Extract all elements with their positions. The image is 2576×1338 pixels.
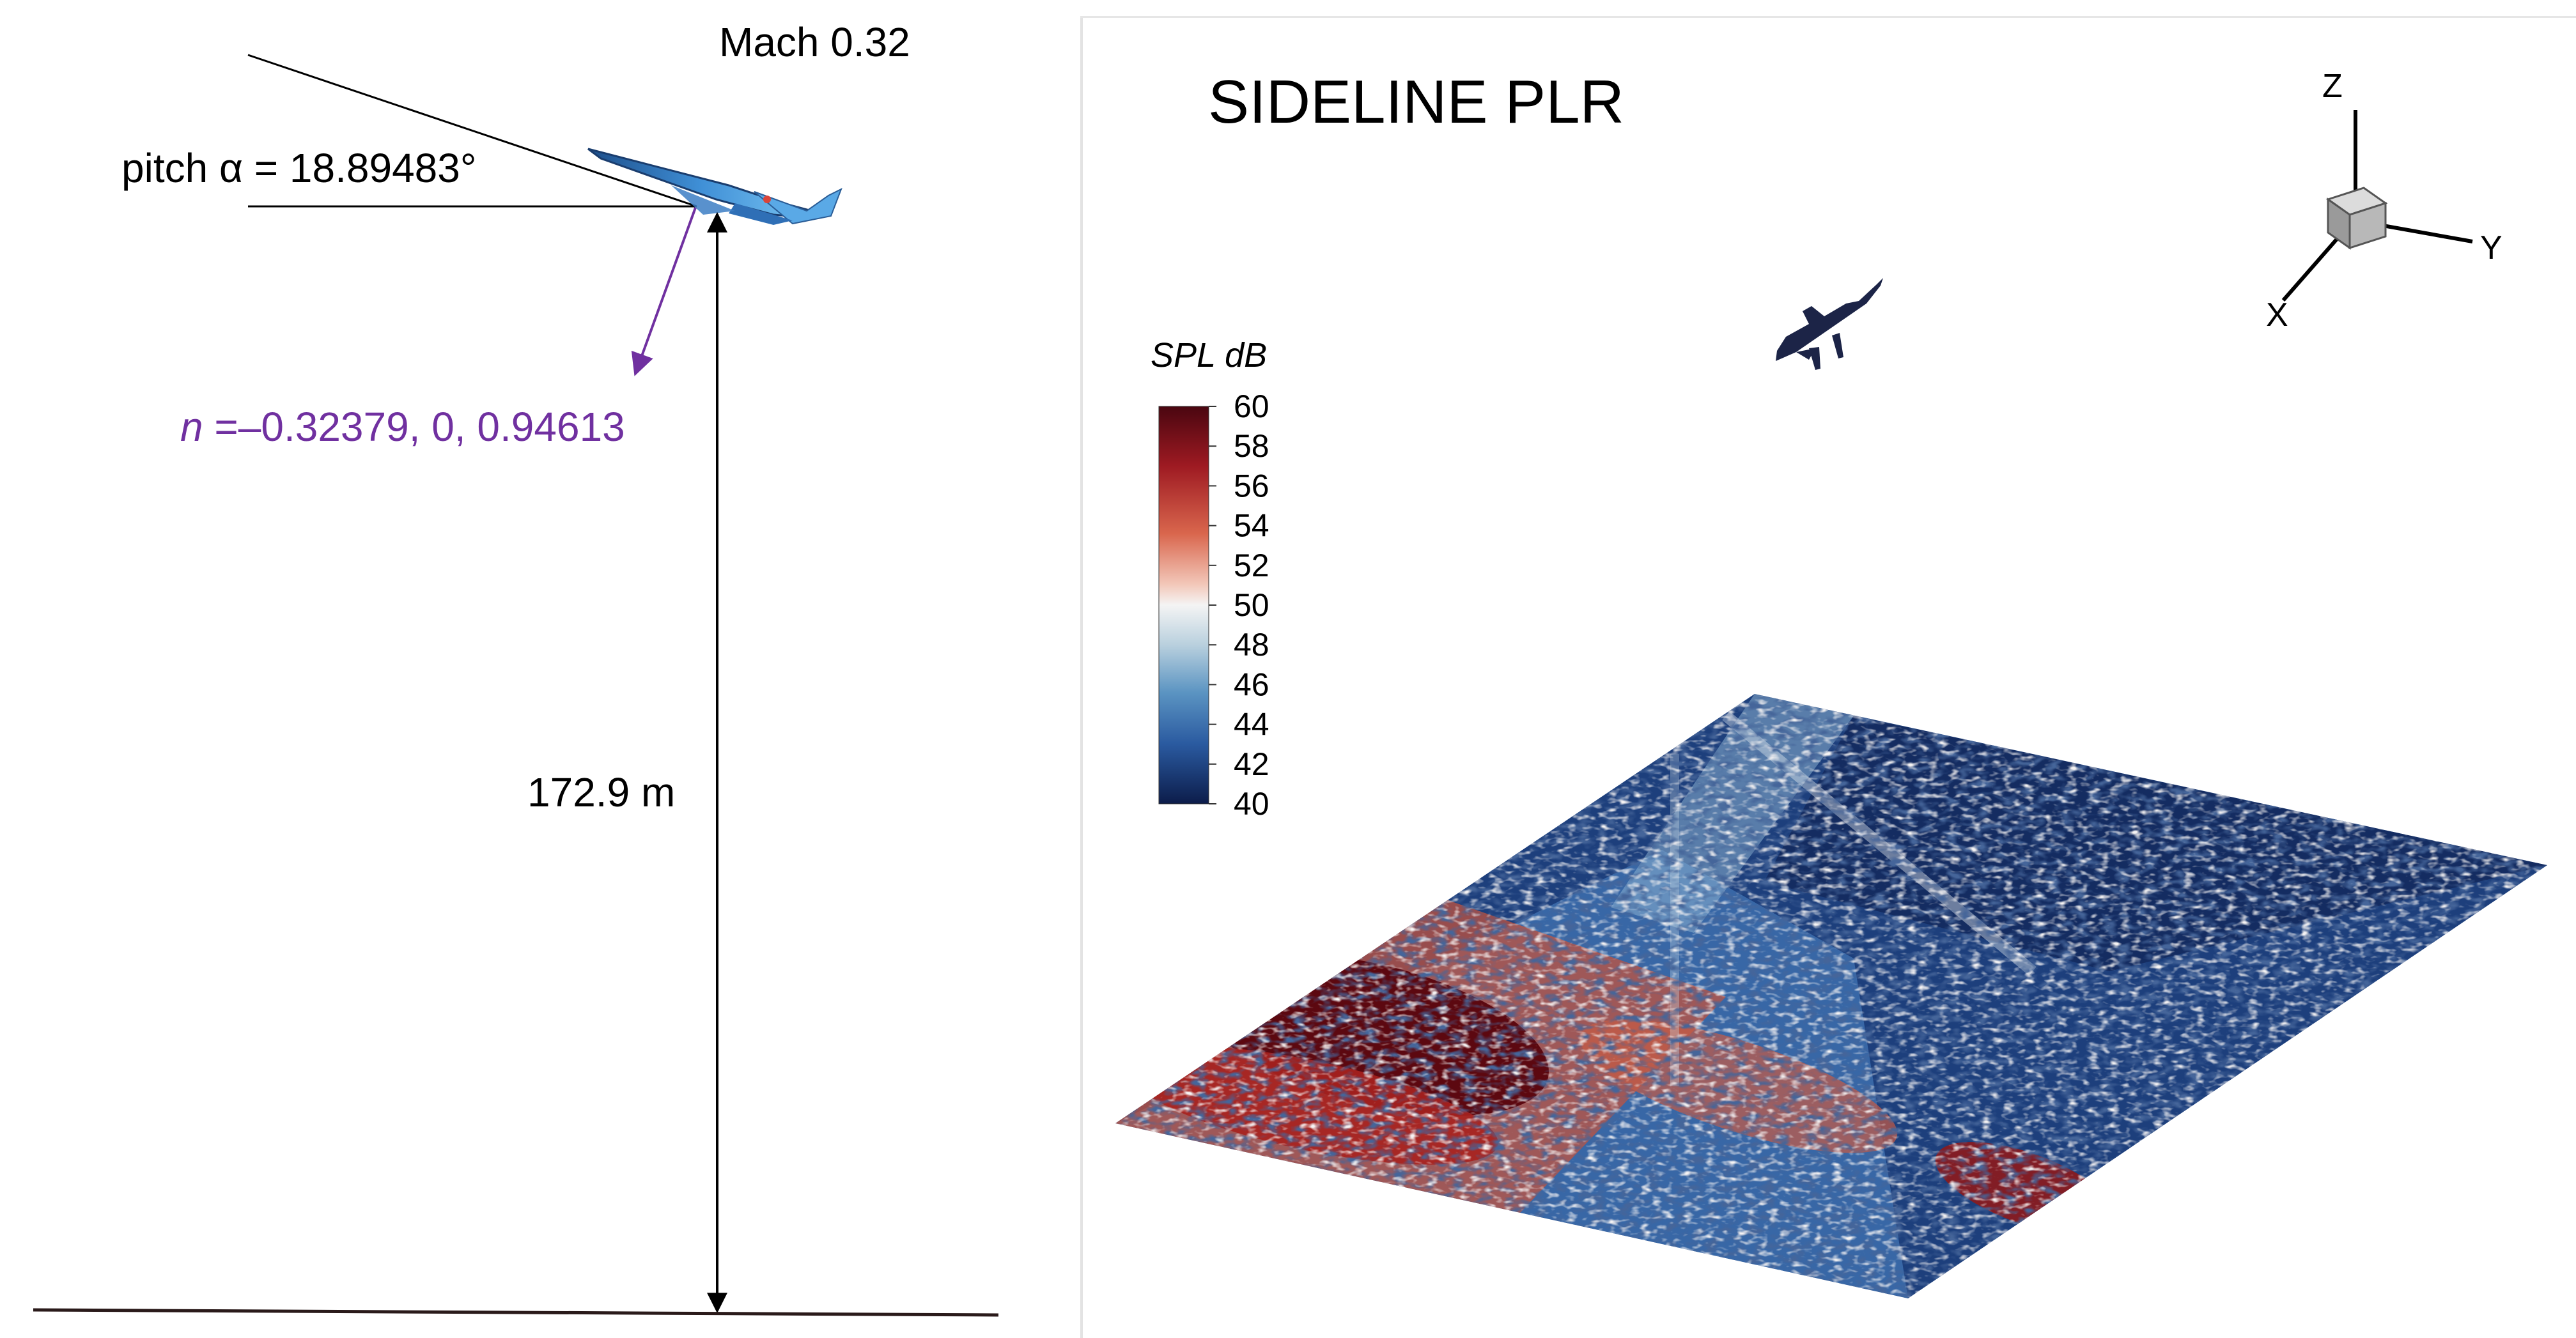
colorbar-tick-label: 42 — [1234, 746, 1269, 782]
panel-divider — [1080, 16, 1083, 1338]
panel-top-border — [1080, 16, 2576, 18]
flight-path-line — [247, 54, 697, 208]
colorbar-tick-label: 56 — [1234, 468, 1269, 504]
colorbar — [1158, 406, 1209, 804]
aircraft-top-view-icon — [1776, 278, 1883, 370]
aircraft-side-view-icon — [587, 148, 842, 225]
normal-vector-label: n =–0.32379, 0, 0.94613 — [180, 404, 625, 450]
colorbar-tick-label: 54 — [1234, 508, 1269, 544]
left-panel: Mach 0.32 pitch α = 18.89483° n =–0.3237… — [33, 19, 999, 1317]
colorbar-tick-label: 44 — [1234, 707, 1269, 742]
spl-ground-plane — [1115, 694, 2547, 1298]
triad-cube-icon — [2325, 187, 2388, 250]
x-axis-label: X — [2266, 296, 2288, 334]
colorbar-tick-label: 50 — [1234, 587, 1269, 623]
colorbar-tick-label: 52 — [1234, 548, 1269, 583]
right-panel-title: SIDELINE PLR — [1208, 68, 1624, 136]
ground-line — [33, 1308, 999, 1317]
colorbar-tick-label: 46 — [1234, 666, 1269, 702]
mach-label: Mach 0.32 — [719, 19, 910, 65]
z-axis-label: Z — [2322, 68, 2343, 105]
colorbar-title: SPL dB — [1151, 336, 1267, 374]
axes-triad: Z Y X — [2266, 68, 2502, 334]
pitch-label: pitch α = 18.89483° — [121, 145, 476, 191]
colorbar-tick-label: 58 — [1234, 428, 1269, 464]
normal-symbol: n — [180, 404, 203, 450]
colorbar-tick-label: 40 — [1234, 786, 1269, 822]
x-axis-line — [2281, 227, 2348, 302]
altitude-label: 172.9 m — [527, 769, 675, 815]
normal-value: =–0.32379, 0, 0.94613 — [203, 404, 625, 450]
normal-vector-arrow — [631, 207, 697, 376]
colorbar-tick-label: 48 — [1234, 627, 1269, 663]
y-axis-label: Y — [2480, 229, 2502, 266]
colorbar-tick-label: 60 — [1234, 388, 1269, 424]
